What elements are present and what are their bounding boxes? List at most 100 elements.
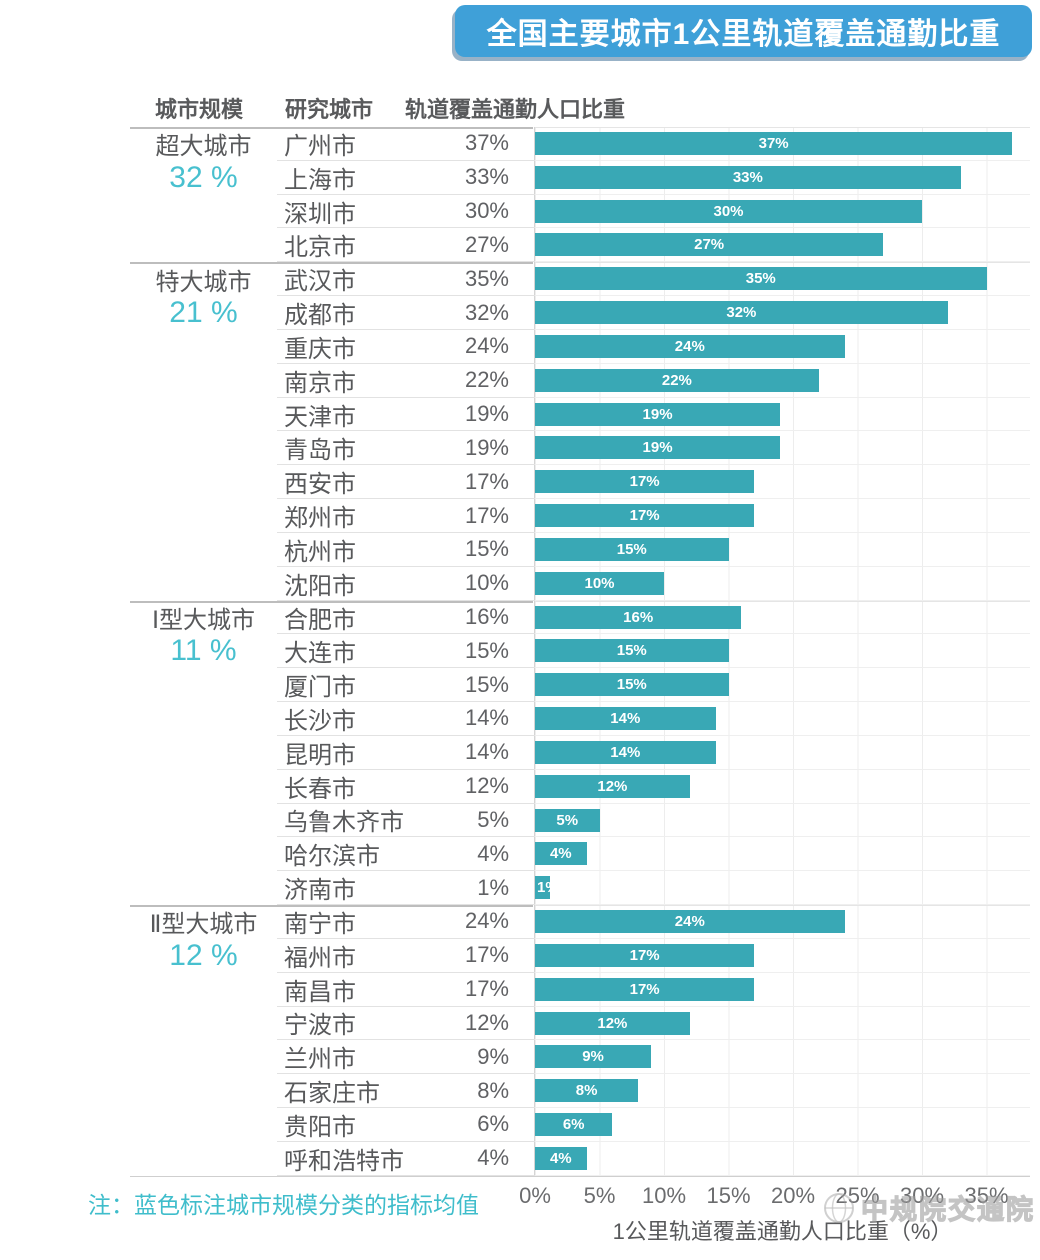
row-left-cells: 北京市 27% (277, 228, 534, 263)
city-value: 4% (477, 840, 509, 866)
bar: 24% (535, 910, 845, 934)
city-name: 南京市 (284, 369, 356, 397)
city-value: 30% (464, 198, 509, 224)
row-left-cells: 石家庄市 8% (277, 1074, 534, 1109)
row-left-cells: 武汉市 35% (277, 262, 534, 297)
plot-separator (535, 262, 1030, 264)
bar: 4% (535, 1146, 587, 1170)
city-value: 19% (464, 434, 509, 460)
table-row: 武汉市 35% 35% (277, 262, 1030, 297)
x-axis-label: 1公里轨道覆盖通勤人口比重（%） (612, 1219, 953, 1244)
table-row: 石家庄市 8% 8% (277, 1074, 1030, 1109)
group-separator (130, 600, 533, 603)
bar-label: 12% (597, 1014, 628, 1032)
city-name: 济南市 (284, 877, 356, 905)
group-rows: 广州市 37% 37% 上海市 33% 33% 深圳市 30% 30% 北京市 27% 27% (277, 127, 1030, 263)
plot-cell: 32% (534, 296, 1030, 330)
plot-cell: 14% (534, 702, 1030, 736)
row-left-cells: 长沙市 14% (277, 702, 534, 736)
city-value: 5% (477, 806, 509, 832)
bar-label: 12% (597, 777, 628, 795)
column-headers: 城市规模 研究城市 轨道覆盖通勤人口比重 (130, 92, 1030, 122)
city-value: 12% (464, 1009, 509, 1035)
plot-cell: 4% (534, 837, 1030, 872)
plot-cell: 35% (534, 262, 1030, 297)
city-name: 南宁市 (284, 910, 356, 938)
table-row: 福州市 17% 17% (277, 938, 1030, 973)
bar-label: 35% (745, 270, 776, 288)
row-left-cells: 宁波市 12% (277, 1007, 534, 1041)
city-name: 沈阳市 (284, 572, 356, 600)
city-name: 兰州市 (284, 1046, 356, 1074)
city-value: 17% (464, 976, 509, 1002)
bar-label: 17% (629, 507, 660, 525)
bar-label: 6% (562, 1116, 585, 1134)
city-value: 8% (477, 1077, 509, 1103)
table-row: 青岛市 19% 19% (277, 431, 1030, 466)
city-name: 北京市 (284, 234, 356, 262)
group-cell: 特大城市 21 % (130, 262, 277, 600)
bar-label: 30% (713, 202, 744, 220)
bar: 9% (535, 1045, 652, 1069)
row-left-cells: 合肥市 16% (277, 601, 534, 635)
bar: 30% (535, 199, 922, 223)
plot-cell: 6% (534, 1108, 1030, 1142)
table-row: 成都市 32% 32% (277, 296, 1030, 330)
bar: 22% (535, 368, 819, 392)
city-name: 南昌市 (284, 978, 356, 1006)
row-left-cells: 深圳市 30% (277, 195, 534, 229)
bar: 12% (535, 774, 690, 798)
table-row: 西安市 17% 17% (277, 465, 1030, 500)
bar: 24% (535, 334, 845, 358)
plot-cell: 17% (534, 499, 1030, 533)
city-name: 重庆市 (284, 335, 356, 363)
bar-label: 15% (616, 540, 647, 558)
bar-label: 16% (623, 608, 654, 626)
bar: 5% (535, 808, 600, 832)
bar-label: 17% (629, 946, 660, 964)
city-name: 天津市 (284, 403, 356, 431)
city-name: 武汉市 (284, 268, 356, 296)
plot-cell: 17% (534, 465, 1030, 500)
table-row: 呼和浩特市 4% 4% (277, 1141, 1030, 1176)
table-row: 南昌市 17% 17% (277, 972, 1030, 1007)
city-value: 1% (477, 874, 509, 900)
city-name: 广州市 (284, 132, 356, 160)
bar-label: 14% (610, 743, 641, 761)
plot-cell: 10% (534, 566, 1030, 601)
x-tick-label: 35% (964, 1183, 1009, 1208)
city-name: 长沙市 (284, 708, 356, 735)
title-banner: 全国主要城市1公里轨道覆盖通勤比重 (455, 5, 1032, 57)
plot-cell: 24% (534, 329, 1030, 364)
city-value: 24% (464, 333, 509, 359)
bar-label: 10% (584, 574, 615, 592)
table-row: 广州市 37% 37% (277, 127, 1030, 161)
row-left-cells: 厦门市 15% (277, 668, 534, 703)
plot-cell: 22% (534, 363, 1030, 398)
city-name: 大连市 (284, 640, 356, 668)
group-average-value: 12 % (169, 938, 238, 972)
bar-label: 17% (629, 980, 660, 998)
plot-cell: 16% (534, 600, 1030, 635)
city-value: 9% (477, 1043, 509, 1069)
row-left-cells: 青岛市 19% (277, 431, 534, 466)
table-row: 天津市 19% 19% (277, 397, 1030, 432)
bar-label: 17% (629, 473, 660, 491)
city-value: 10% (464, 570, 509, 596)
bar-label: 22% (661, 371, 692, 389)
bar: 17% (535, 943, 755, 967)
group-rows: 南宁市 24% 24% 福州市 17% 17% 南昌市 17% 17% 宁波市 12% 12% 兰州市 9… (277, 905, 1030, 1176)
table-row: 长春市 12% 12% (277, 769, 1030, 804)
table-row: 南京市 22% 22% (277, 363, 1030, 398)
table-row: 杭州市 15% 15% (277, 532, 1030, 567)
group-average-value: 11 % (170, 634, 237, 668)
city-name: 合肥市 (284, 606, 356, 634)
group-scale-label: 超大城市 (155, 133, 252, 161)
group-section: Ⅰ型大城市 11 % 合肥市 16% 16% 大连市 15% 15% 厦门市 15% 15% 长沙市 1… (130, 600, 1030, 906)
city-value: 17% (464, 468, 509, 494)
plot-cell: 33% (534, 160, 1030, 195)
group-cell: 超大城市 32 % (130, 127, 277, 262)
table-row: 哈尔滨市 4% 4% (277, 837, 1030, 872)
row-left-cells: 南宁市 24% (277, 905, 534, 939)
bar-label: 8% (575, 1082, 598, 1100)
